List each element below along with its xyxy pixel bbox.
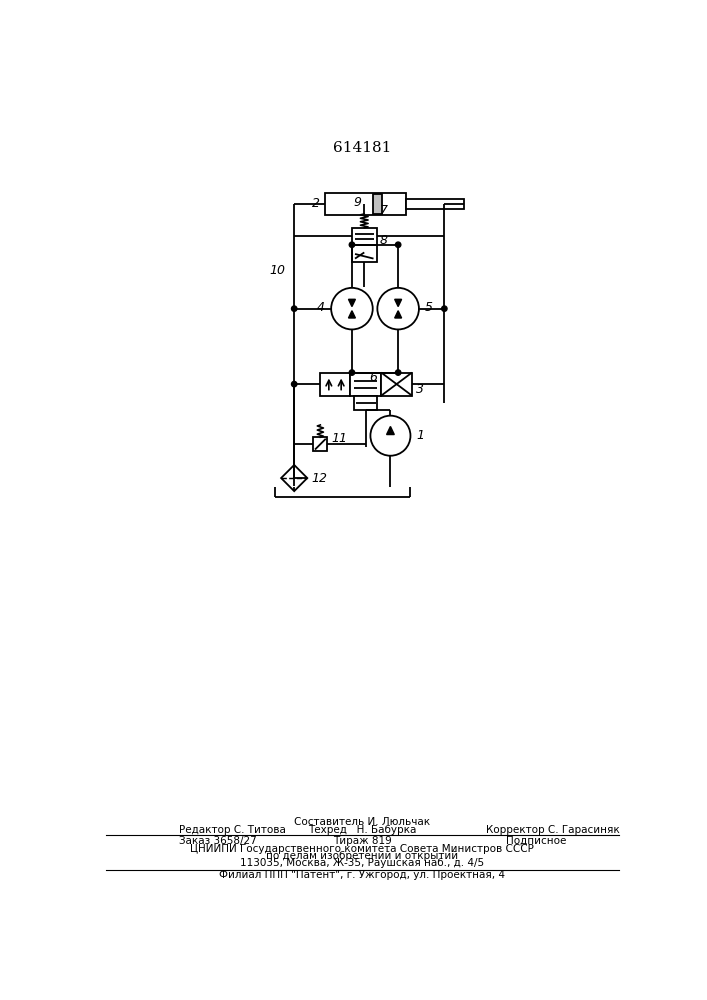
Text: 9: 9: [354, 196, 362, 209]
Polygon shape: [349, 311, 356, 318]
Polygon shape: [281, 465, 308, 491]
Bar: [352, 228, 377, 262]
Text: 7: 7: [380, 204, 387, 217]
Polygon shape: [349, 299, 356, 307]
Text: 2: 2: [312, 197, 320, 210]
Text: 11: 11: [331, 432, 347, 445]
Text: 1: 1: [416, 429, 425, 442]
Polygon shape: [395, 299, 402, 307]
Circle shape: [378, 288, 419, 329]
Text: Тираж 819: Тираж 819: [333, 836, 392, 846]
Bar: [406, 199, 464, 209]
Text: 113035, Москва, Ж-35, Раушская наб., д. 4/5: 113035, Москва, Ж-35, Раушская наб., д. …: [240, 858, 484, 868]
Text: Подписное: Подписное: [506, 836, 567, 846]
Bar: [320, 373, 351, 396]
Polygon shape: [387, 426, 395, 435]
Text: 6: 6: [370, 371, 378, 384]
Circle shape: [291, 381, 297, 387]
Text: 8: 8: [380, 234, 387, 247]
Text: ЦНИИПИ Государственного комитета Совета Министров СССР: ЦНИИПИ Государственного комитета Совета …: [190, 844, 534, 854]
Circle shape: [395, 370, 401, 375]
Text: Редактор С. Титова: Редактор С. Титова: [179, 825, 286, 835]
Text: 5: 5: [425, 301, 433, 314]
Text: 3: 3: [416, 383, 424, 396]
Text: Корректор С. Гарасиняк: Корректор С. Гарасиняк: [486, 825, 620, 835]
Text: по делам изобретений и открытий: по делам изобретений и открытий: [267, 851, 458, 861]
Polygon shape: [395, 311, 402, 318]
Circle shape: [331, 288, 373, 329]
Bar: [373, 194, 382, 214]
Text: Составитель И. Люльчак: Составитель И. Люльчак: [294, 817, 431, 827]
Text: Филиал ППП "Патент", г. Ужгород, ул. Проектная, 4: Филиал ППП "Патент", г. Ужгород, ул. Про…: [219, 870, 506, 880]
Text: Заказ 3658/27: Заказ 3658/27: [179, 836, 257, 846]
Circle shape: [291, 306, 297, 311]
Bar: [313, 437, 327, 451]
Text: 614181: 614181: [333, 141, 391, 155]
Text: Техред   Н. Бабурка: Техред Н. Бабурка: [308, 825, 416, 835]
Circle shape: [370, 416, 411, 456]
Text: 4: 4: [317, 301, 325, 314]
Bar: [381, 373, 412, 396]
Text: 12: 12: [311, 472, 327, 485]
Text: 10: 10: [269, 264, 285, 277]
Circle shape: [442, 306, 447, 311]
Bar: [325, 193, 406, 215]
Circle shape: [349, 370, 355, 375]
Circle shape: [349, 242, 355, 247]
Circle shape: [395, 242, 401, 247]
Bar: [351, 373, 381, 396]
Bar: [354, 396, 378, 410]
